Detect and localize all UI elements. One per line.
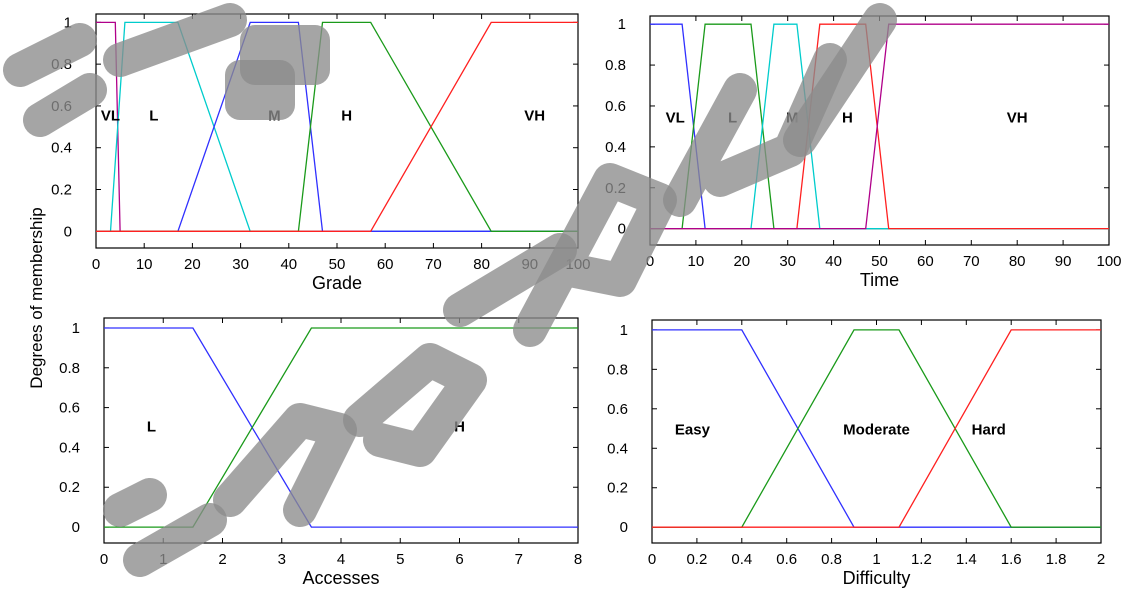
term-label: VH xyxy=(1007,109,1028,126)
y-tick-label: 0.8 xyxy=(59,360,80,377)
membership-curve-4 xyxy=(650,23,1109,230)
x-tick-label: 40 xyxy=(825,253,842,270)
x-tick-label: 7 xyxy=(515,551,523,568)
term-label: Easy xyxy=(675,421,711,438)
y-tick-label: 0.2 xyxy=(607,480,628,497)
x-tick-label: 2 xyxy=(1097,551,1105,568)
y-tick-label: 0.4 xyxy=(605,139,626,156)
x-tick-label: 40 xyxy=(280,256,297,273)
difficulty-membership-panel: 0 0.2 0.4 0.6 0.8 1 0 0.2 0.4 0.6 0.8 1 1.2 1.4 1.6 1.8… xyxy=(607,319,1105,588)
x-tick-label: 100 xyxy=(1096,253,1121,270)
term-label: VL xyxy=(101,108,120,125)
x-axis-label: Grade xyxy=(312,273,362,293)
y-tick-label: 1 xyxy=(618,16,626,33)
x-tick-label: 0 xyxy=(646,253,654,270)
x-axis-label: Time xyxy=(860,270,899,290)
x-axis-label: Difficulty xyxy=(843,568,911,588)
y-tick-label: 0.6 xyxy=(59,400,80,417)
x-tick-label: 50 xyxy=(871,253,888,270)
x-tick-label: 70 xyxy=(425,256,442,273)
term-label: L xyxy=(149,108,158,125)
y-tick-label: 0 xyxy=(618,221,626,238)
x-tick-label: 0 xyxy=(648,551,656,568)
x-tick-label: 70 xyxy=(963,253,980,270)
x-tick-label: 10 xyxy=(688,253,705,270)
watermark-overlay xyxy=(3,3,897,577)
x-tick-label: 1.4 xyxy=(956,551,977,568)
time-membership-panel: 00.20.40.60.810 10 20 30 40 50 60 70 80 90 100Time… xyxy=(605,15,1122,290)
y-tick-label: 0 xyxy=(620,519,628,536)
x-tick-label: 0.4 xyxy=(731,551,752,568)
x-tick-label: 1.6 xyxy=(1001,551,1022,568)
x-tick-label: 60 xyxy=(917,253,934,270)
x-tick-label: 0 xyxy=(92,256,100,273)
x-tick-label: 8 xyxy=(574,551,582,568)
x-tick-label: 1.2 xyxy=(911,551,932,568)
term-label: H xyxy=(341,108,352,125)
x-tick-label: 50 xyxy=(329,256,346,273)
term-label: Moderate xyxy=(843,421,910,438)
x-tick-label: 0.8 xyxy=(821,551,842,568)
x-tick-label: 60 xyxy=(377,256,394,273)
y-tick-label: 1 xyxy=(64,14,72,31)
x-tick-label: 0 xyxy=(100,551,108,568)
y-tick-label: 0.2 xyxy=(51,182,72,199)
x-tick-label: 0.2 xyxy=(686,551,707,568)
y-tick-label: 0.2 xyxy=(59,479,80,496)
y-tick-label: 1 xyxy=(620,322,628,339)
x-tick-label: 1.8 xyxy=(1046,551,1067,568)
y-tick-label: 0.4 xyxy=(51,140,72,157)
term-label: L xyxy=(147,418,156,435)
y-tick-label: 0.6 xyxy=(605,98,626,115)
x-tick-label: 0.6 xyxy=(776,551,797,568)
x-tick-label: 80 xyxy=(1009,253,1026,270)
y-tick-label: 0.6 xyxy=(607,401,628,418)
x-tick-label: 5 xyxy=(396,551,404,568)
x-tick-label: 80 xyxy=(473,256,490,273)
x-tick-label: 20 xyxy=(733,253,750,270)
membership-curve-4 xyxy=(96,21,578,232)
x-tick-label: 30 xyxy=(232,256,249,273)
y-tick-label: 0.4 xyxy=(607,440,628,457)
term-label: VL xyxy=(666,109,685,126)
y-tick-label: 0.4 xyxy=(59,439,80,456)
y-tick-label: 1 xyxy=(72,320,80,337)
term-label: H xyxy=(454,418,465,435)
y-tick-label: 0 xyxy=(72,519,80,536)
y-tick-label: 0.8 xyxy=(607,361,628,378)
x-tick-label: 4 xyxy=(337,551,345,568)
term-label: H xyxy=(842,109,853,126)
x-tick-label: 3 xyxy=(278,551,286,568)
y-tick-label: 0 xyxy=(64,223,72,240)
x-tick-label: 90 xyxy=(1055,253,1072,270)
x-tick-label: 6 xyxy=(455,551,463,568)
x-tick-label: 1 xyxy=(872,551,880,568)
term-label: VH xyxy=(524,108,545,125)
x-tick-label: 10 xyxy=(136,256,153,273)
y-tick-label: 0.8 xyxy=(605,57,626,74)
x-tick-label: 2 xyxy=(218,551,226,568)
membership-curve-1 xyxy=(104,327,578,528)
term-label: Hard xyxy=(972,421,1006,438)
x-tick-label: 30 xyxy=(779,253,796,270)
membership-curve-2 xyxy=(652,329,1101,528)
x-tick-label: 20 xyxy=(184,256,201,273)
shared-y-axis-label: Degrees of membership xyxy=(27,207,46,388)
x-axis-label: Accesses xyxy=(302,568,379,588)
